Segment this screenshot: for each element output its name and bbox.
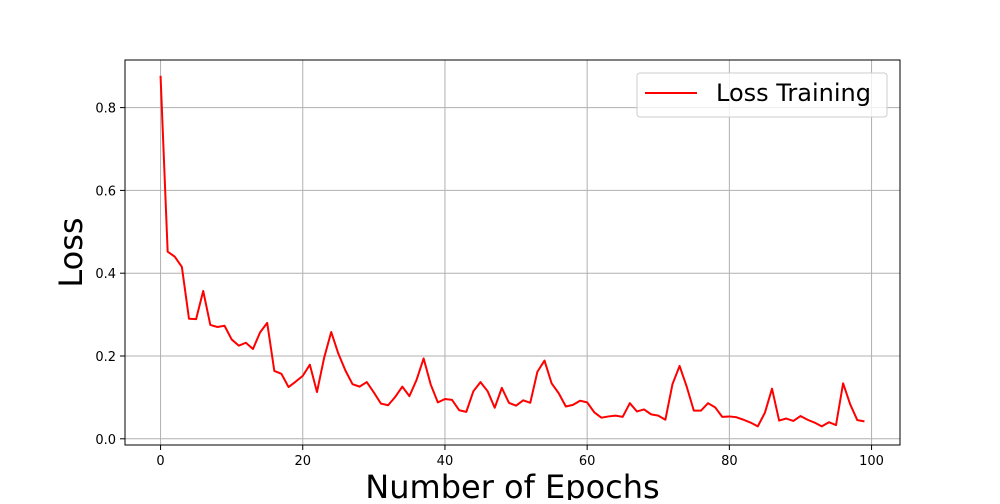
y-tick-label: 0.0 [95, 433, 116, 448]
series-line-loss-training [159, 75, 865, 428]
x-tick-label: 20 [294, 454, 311, 469]
x-axis-label: Number of Epochs [365, 468, 659, 500]
y-axis-label: Loss [52, 217, 90, 287]
x-tick-label: 100 [859, 454, 884, 469]
plot-frame [124, 59, 901, 446]
grid [125, 60, 900, 445]
y-tick-label: 0.8 [95, 102, 116, 117]
x-tick-label: 0 [156, 454, 164, 469]
y-tick-label: 0.4 [95, 267, 116, 282]
legend-box [636, 72, 888, 118]
ticks: 0 20 40 60 80 100 0.0 0.2 0.4 0.6 0.8 [95, 102, 884, 469]
x-tick-label: 80 [721, 454, 738, 469]
legend-label-loss-training: Loss Training [716, 79, 871, 107]
y-tick-label: 0.6 [95, 184, 116, 199]
x-tick-label: 60 [579, 454, 596, 469]
x-tick-label: 40 [437, 454, 454, 469]
legend: Loss Training [636, 72, 888, 118]
series-layer [159, 75, 865, 428]
y-tick-label: 0.2 [95, 350, 116, 365]
